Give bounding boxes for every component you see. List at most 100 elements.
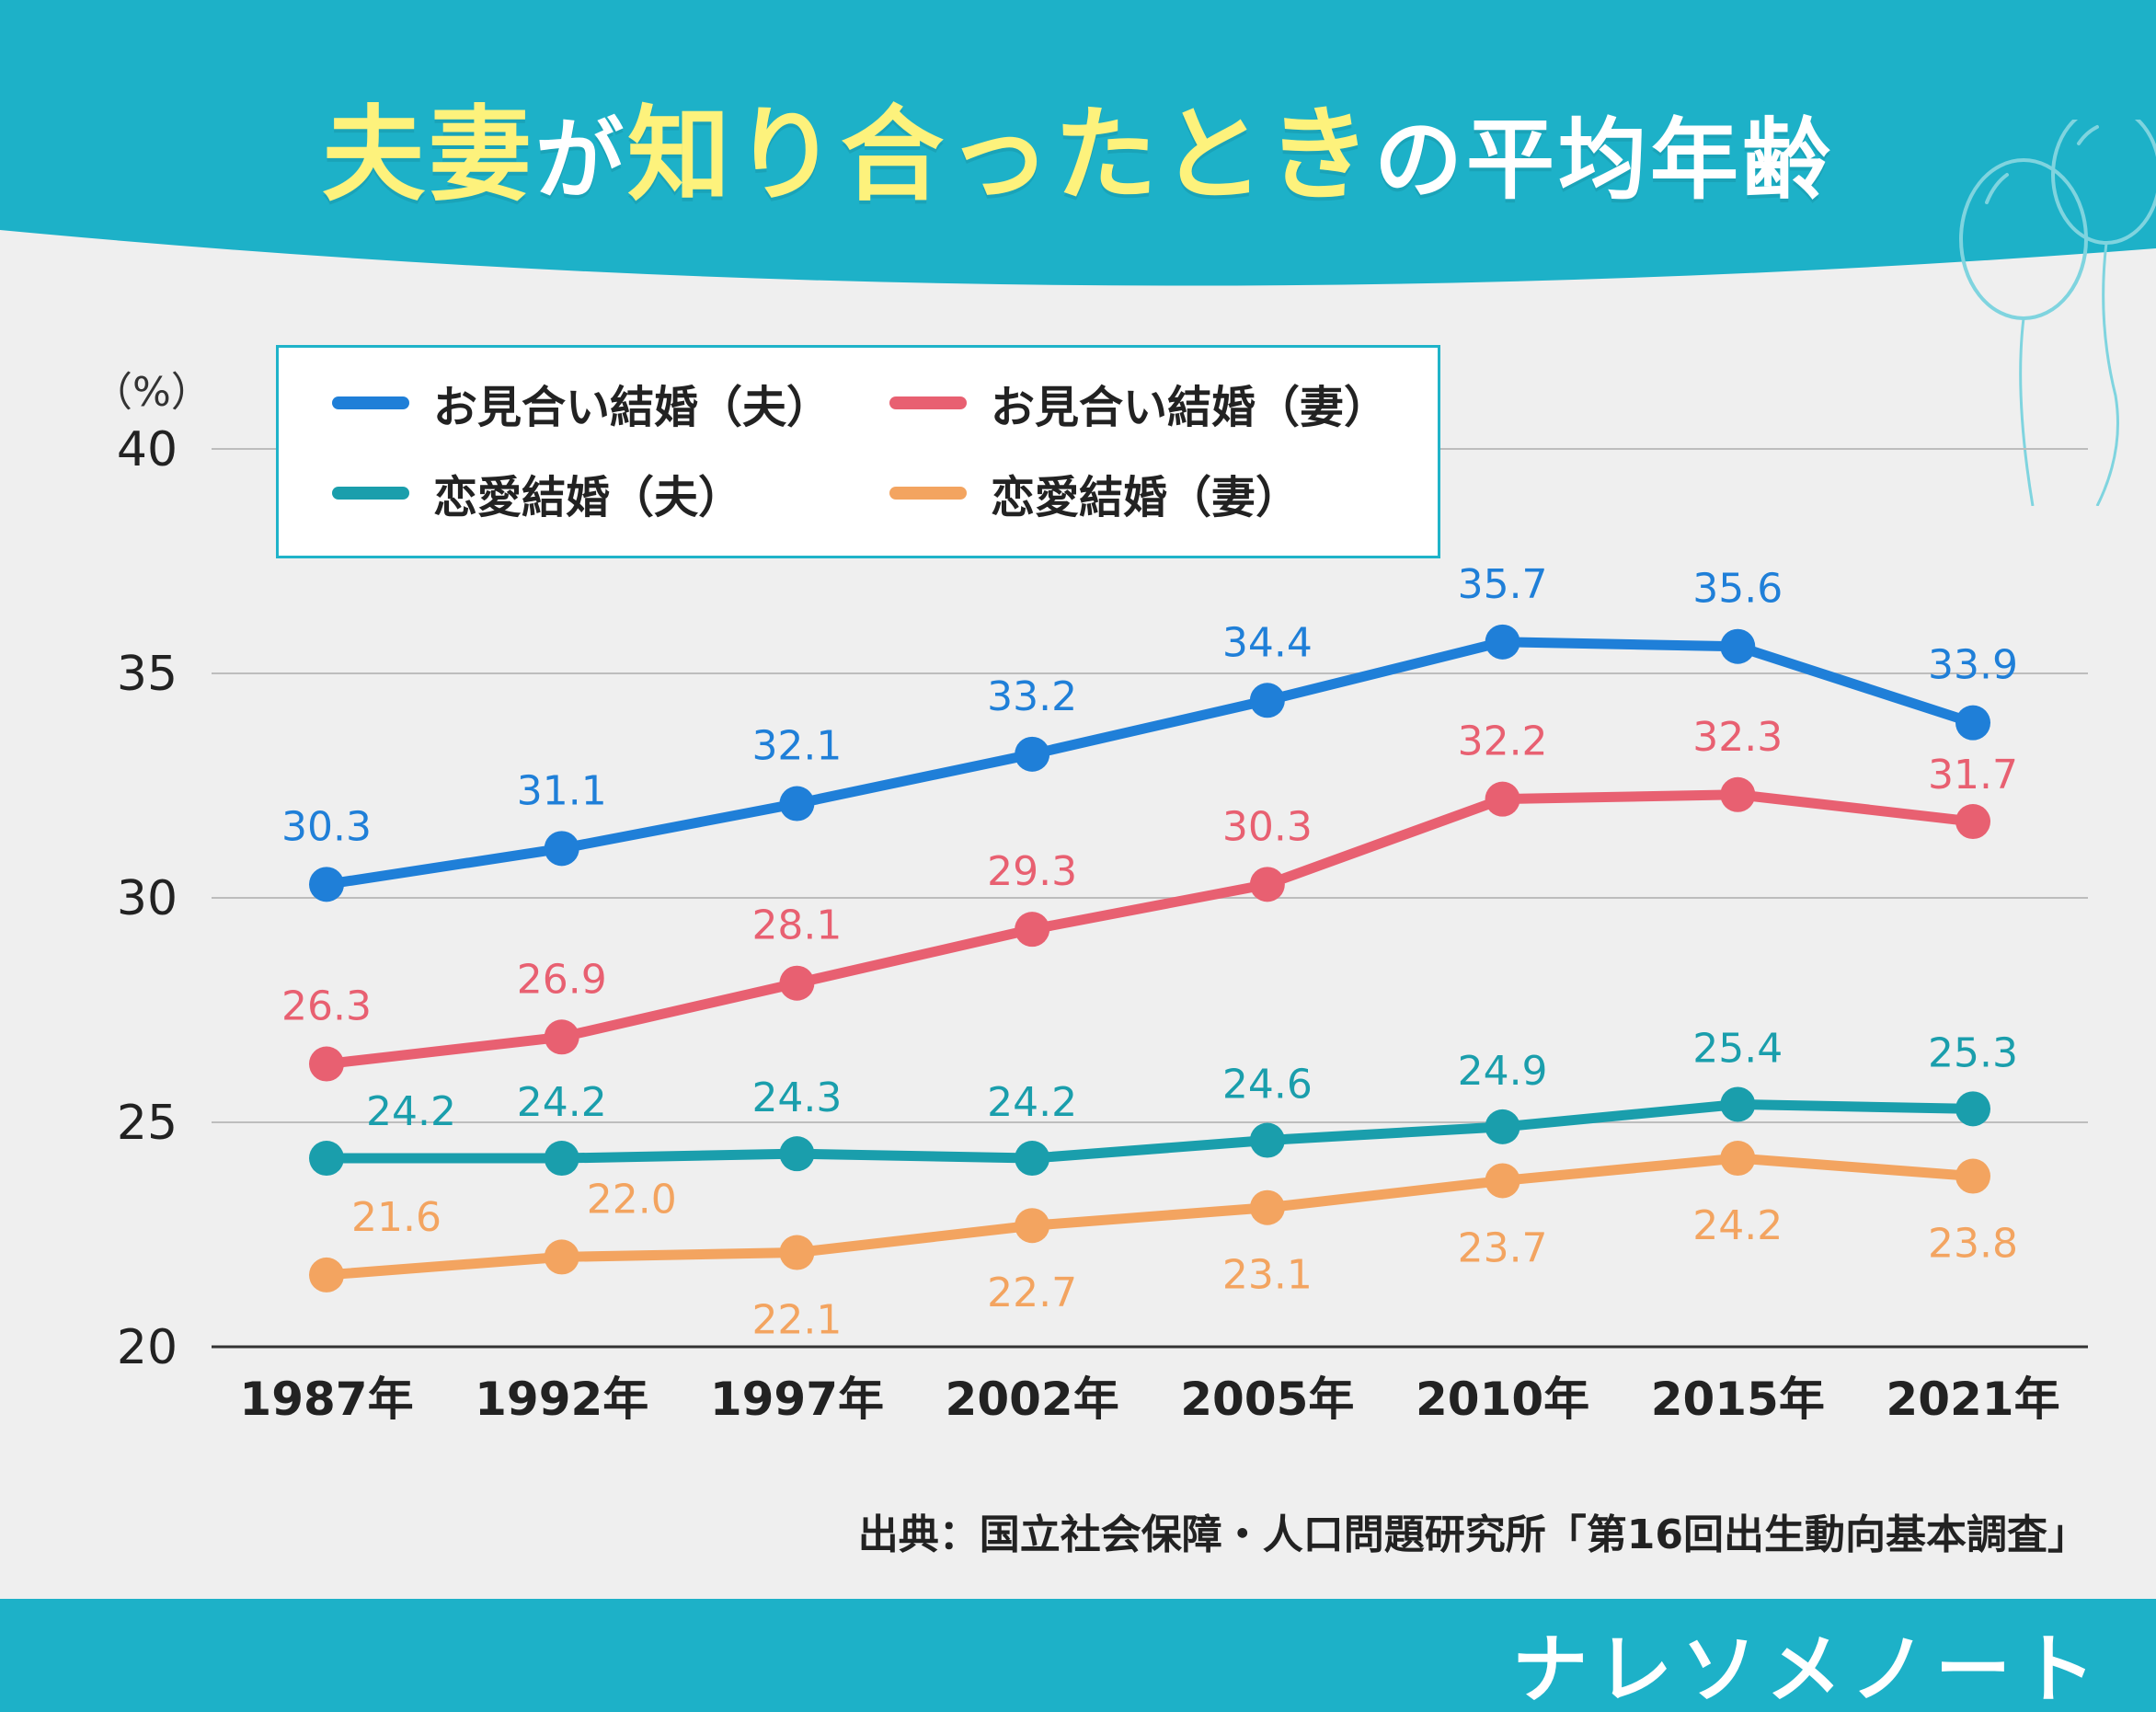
data-label: 30.3 xyxy=(1222,803,1313,850)
x-tick-label: 1992年 xyxy=(475,1373,648,1426)
data-label: 26.3 xyxy=(281,983,372,1030)
legend-label: お見合い結婚（妻） xyxy=(991,382,1389,433)
legend-item-omiai-husband: お見合い結婚（夫） xyxy=(332,375,831,433)
y-tick-label: 40 xyxy=(117,422,178,477)
data-label: 35.6 xyxy=(1692,566,1783,613)
x-tick-label: 2005年 xyxy=(1180,1373,1354,1426)
data-point xyxy=(1485,1163,1520,1199)
x-tick-label: 1997年 xyxy=(710,1373,884,1426)
y-tick-label: 20 xyxy=(117,1320,178,1375)
legend-swatch xyxy=(889,396,967,409)
data-label: 33.2 xyxy=(987,673,1077,720)
data-label: 25.4 xyxy=(1692,1025,1783,1072)
data-point xyxy=(1720,1086,1756,1122)
data-label: 24.3 xyxy=(751,1074,842,1121)
data-point xyxy=(1249,867,1285,902)
data-label: 35.7 xyxy=(1458,561,1548,608)
data-label: 24.9 xyxy=(1458,1048,1548,1095)
data-point xyxy=(1249,1189,1285,1225)
series-line xyxy=(321,1153,1978,1281)
legend-item-renai-husband: 恋愛結婚（夫） xyxy=(332,465,742,523)
y-tick-label: 35 xyxy=(117,647,178,702)
page-title: 夫妻が知り合ったときの平均年齢 xyxy=(322,96,1834,215)
data-point xyxy=(1015,1208,1050,1244)
data-label: 22.7 xyxy=(987,1270,1077,1316)
series-line xyxy=(321,789,1978,1070)
data-label: 23.1 xyxy=(1222,1252,1313,1299)
y-tick-label: 25 xyxy=(117,1096,178,1151)
data-point xyxy=(1485,781,1520,817)
data-label: 33.9 xyxy=(1928,642,2018,689)
legend: お見合い結婚（夫） お見合い結婚（妻） 恋愛結婚（夫） 恋愛結婚（妻） xyxy=(276,345,1440,558)
legend-swatch xyxy=(332,487,409,500)
data-label: 28.1 xyxy=(751,902,842,949)
legend-item-renai-wife: 恋愛結婚（妻） xyxy=(889,465,1300,523)
data-point xyxy=(1955,804,1990,840)
series-line xyxy=(321,1098,1978,1164)
data-point xyxy=(544,1239,579,1275)
data-point xyxy=(1955,1158,1990,1194)
data-label: 22.1 xyxy=(751,1297,842,1344)
data-label: 24.2 xyxy=(1692,1202,1783,1249)
data-point xyxy=(544,831,579,867)
legend-item-omiai-wife: お見合い結婚（妻） xyxy=(889,375,1388,433)
data-label: 34.4 xyxy=(1222,619,1313,666)
data-label: 24.2 xyxy=(987,1079,1077,1126)
data-label: 31.7 xyxy=(1928,752,2018,799)
data-point xyxy=(1720,776,1756,812)
series-line xyxy=(321,637,1978,890)
data-label: 31.1 xyxy=(517,767,607,814)
axis-layer: 20 25 30 35 40 1987年 1992年 1997年 2002年 2005年 2010年… xyxy=(117,422,2060,1426)
data-point xyxy=(1015,912,1050,948)
legend-swatch xyxy=(889,487,967,500)
series-layer xyxy=(309,624,1990,1293)
x-tick-label: 2021年 xyxy=(1886,1373,2059,1426)
balloons-illustration xyxy=(1959,120,2156,506)
data-label: 25.3 xyxy=(1928,1029,2018,1076)
legend-label: 恋愛結婚（夫） xyxy=(433,472,743,523)
data-label: 22.0 xyxy=(587,1176,677,1223)
legend-label: お見合い結婚（夫） xyxy=(433,382,831,433)
y-tick-label: 30 xyxy=(117,871,178,926)
data-label: 32.3 xyxy=(1692,714,1783,761)
data-point xyxy=(1485,624,1520,660)
data-label: 21.6 xyxy=(351,1194,442,1241)
data-label-layer: 30.3 31.1 32.1 33.2 34.4 35.7 35.6 33.9 26.3 26.9… xyxy=(281,561,2018,1344)
data-point xyxy=(309,1046,344,1082)
x-tick-label: 2002年 xyxy=(946,1373,1119,1426)
data-point xyxy=(544,1141,579,1177)
y-axis-unit-label: （%） xyxy=(92,369,212,416)
data-label: 23.8 xyxy=(1928,1221,2018,1268)
data-point xyxy=(309,1141,344,1177)
data-point xyxy=(1015,1141,1050,1177)
data-point xyxy=(1249,683,1285,718)
data-point xyxy=(309,867,344,902)
data-point xyxy=(1720,1141,1756,1177)
data-point xyxy=(544,1019,579,1055)
x-tick-label: 1987年 xyxy=(239,1373,413,1426)
data-label: 32.2 xyxy=(1458,718,1548,765)
data-point xyxy=(779,965,815,1001)
footer-band xyxy=(0,1599,2156,1712)
data-point xyxy=(779,1136,815,1172)
data-point xyxy=(779,1235,815,1270)
source-citation: 出典：国立社会保障・人口問題研究所「第16回出生動向基本調査」 xyxy=(857,1511,2088,1558)
data-label: 30.3 xyxy=(281,803,372,850)
header-band xyxy=(0,0,2156,286)
brand-logo: ナレソメノート xyxy=(1511,1626,2104,1712)
data-label: 24.6 xyxy=(1222,1062,1313,1109)
x-tick-label: 2010年 xyxy=(1416,1373,1589,1426)
data-label: 29.3 xyxy=(987,848,1077,895)
data-label: 23.7 xyxy=(1458,1224,1548,1271)
data-point xyxy=(1485,1109,1520,1144)
data-label: 24.2 xyxy=(366,1088,456,1135)
legend-label: 恋愛結婚（妻） xyxy=(991,472,1301,523)
legend-swatch xyxy=(332,396,409,409)
data-point xyxy=(309,1257,344,1293)
data-label: 26.9 xyxy=(517,956,607,1003)
data-point xyxy=(1015,736,1050,772)
x-tick-label: 2015年 xyxy=(1651,1373,1825,1426)
data-point xyxy=(1249,1122,1285,1158)
